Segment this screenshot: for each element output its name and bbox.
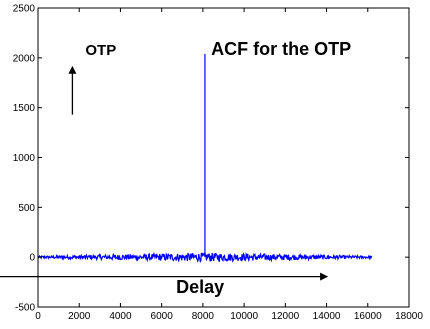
annotation-label: ACF for the OTP bbox=[211, 39, 351, 59]
y-tick-label: 1500 bbox=[13, 103, 36, 114]
x-tick-label: 12000 bbox=[271, 311, 299, 322]
annotations: OTP ACF for the OTP Delay bbox=[0, 39, 351, 297]
y-tick-label: 500 bbox=[18, 203, 35, 214]
x-tick-label: 6000 bbox=[151, 311, 174, 322]
x-tick-label: 18000 bbox=[395, 311, 423, 322]
y-tick-label: 2500 bbox=[13, 4, 36, 15]
y-tick-label: -500 bbox=[15, 303, 35, 314]
annotation-label: Delay bbox=[176, 277, 224, 297]
x-tick-label: 0 bbox=[35, 311, 41, 322]
y-tick-label: 0 bbox=[29, 253, 35, 264]
x-tick-label: 4000 bbox=[109, 311, 132, 322]
x-tick-label: 2000 bbox=[68, 311, 91, 322]
x-tick-label: 10000 bbox=[230, 311, 258, 322]
x-tick-label: 8000 bbox=[192, 311, 215, 322]
y-tick-label: 2000 bbox=[13, 53, 36, 64]
x-axis: 0 2000 4000 6000 8000 10000 12000 14000 16000 180… bbox=[35, 8, 423, 322]
annotation-label: OTP bbox=[85, 42, 116, 59]
y-tick-label: 1000 bbox=[13, 153, 36, 164]
x-tick-label: 14000 bbox=[313, 311, 341, 322]
y-axis: -500 0 500 1000 1500 2000 2500 bbox=[13, 4, 409, 314]
x-tick-label: 16000 bbox=[354, 311, 382, 322]
